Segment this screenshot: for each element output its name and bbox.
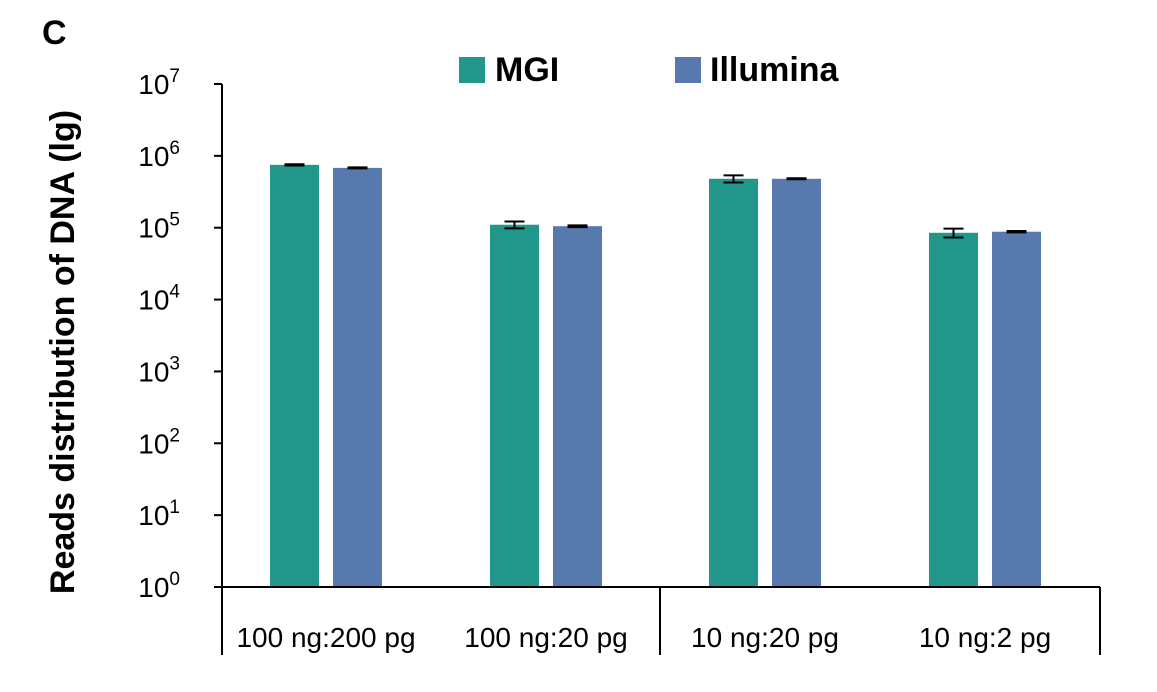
y-tick-label: 102 [138, 425, 180, 459]
legend-label-mgi: MGI [495, 51, 559, 89]
error-bar-mgi-1 [504, 220, 525, 230]
x-axis-ticks: 100 ng:200 pg 100 ng:20 pg 10 ng:20 pg 10 n… [236, 622, 1051, 653]
legend-swatch-illumina [675, 57, 701, 83]
error-bar-illumina-1 [567, 224, 588, 229]
y-tick-label: 107 [138, 66, 180, 100]
x-tick-label: 100 ng:20 pg [464, 622, 628, 653]
y-tick-base: 10 [138, 69, 169, 100]
panel-label: C [42, 14, 67, 52]
y-tick-exponent: 3 [169, 353, 180, 374]
y-tick-exponent: 4 [169, 282, 180, 303]
bar-mgi-3 [929, 232, 978, 587]
legend-label-illumina: Illumina [710, 51, 840, 89]
bar-mgi-2 [709, 178, 758, 587]
y-axis-title: Reads distribution of DNA (lg) [44, 110, 82, 594]
y-tick-label: 104 [138, 282, 180, 316]
y-tick-base: 10 [138, 285, 169, 316]
error-bar-illumina-3 [1006, 230, 1027, 234]
y-tick-base: 10 [138, 213, 169, 244]
y-tick-base: 10 [138, 428, 169, 459]
bars [270, 164, 1041, 587]
y-tick-base: 10 [138, 141, 169, 172]
legend: MGI Illumina [459, 51, 840, 89]
error-bar-illumina-0 [347, 166, 368, 170]
y-tick-label: 100 [138, 569, 180, 603]
y-tick-label: 103 [138, 353, 180, 387]
bar-mgi-0 [270, 164, 319, 587]
y-tick-exponent: 6 [169, 138, 180, 159]
legend-swatch-mgi [459, 57, 485, 83]
y-tick-exponent: 1 [169, 497, 180, 518]
axes [221, 84, 1101, 655]
y-tick-label: 105 [138, 210, 180, 244]
y-tick-label: 101 [138, 497, 180, 531]
y-tick-base: 10 [138, 572, 169, 603]
y-tick-exponent: 2 [169, 425, 180, 446]
y-tick-base: 10 [138, 356, 169, 387]
x-tick-label: 10 ng:2 pg [919, 622, 1051, 653]
bar-illumina-3 [992, 231, 1041, 587]
error-bar-mgi-0 [284, 163, 305, 167]
error-bar-illumina-2 [786, 177, 807, 181]
y-tick-exponent: 0 [169, 569, 180, 590]
y-tick-exponent: 7 [169, 66, 180, 87]
x-tick-label: 100 ng:200 pg [236, 622, 415, 653]
bar-illumina-1 [553, 226, 602, 587]
error-bar-mgi-3 [943, 227, 964, 239]
bar-illumina-0 [333, 167, 382, 587]
bar-mgi-1 [490, 224, 539, 587]
bar-illumina-2 [772, 178, 821, 587]
y-tick-exponent: 5 [169, 210, 180, 231]
error-bar-mgi-2 [723, 174, 744, 184]
y-tick-label: 106 [138, 138, 180, 172]
x-tick-label: 10 ng:20 pg [691, 622, 839, 653]
error-bars [284, 163, 1027, 239]
y-tick-base: 10 [138, 500, 169, 531]
